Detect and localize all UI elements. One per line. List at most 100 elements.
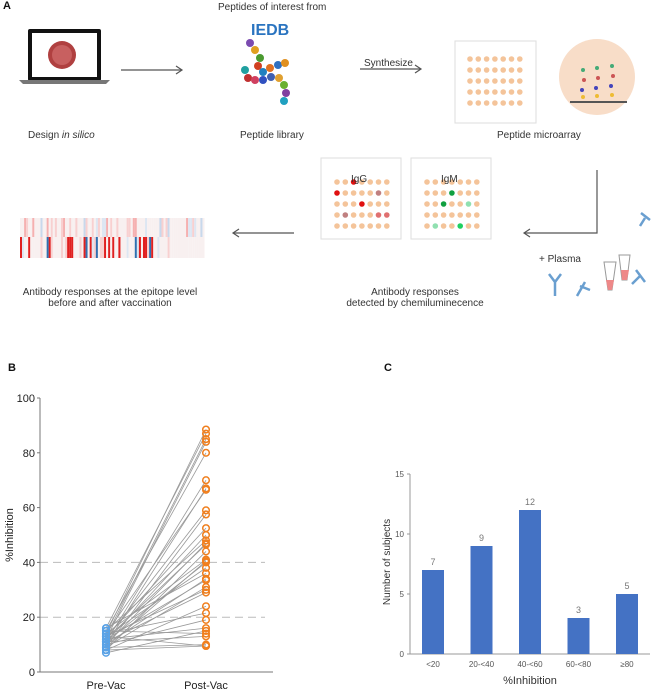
heatmap-cell — [173, 218, 176, 237]
pair-line — [105, 438, 207, 637]
heatmap-cell — [165, 237, 168, 258]
igm-spot — [465, 190, 472, 196]
array-spot — [475, 100, 482, 106]
pair-line — [105, 510, 207, 640]
detected-line2: detected by chemiluminecence — [346, 298, 484, 309]
array-spot — [475, 89, 482, 95]
pair-line — [105, 573, 207, 629]
heatmap-cell — [149, 218, 152, 237]
y-tick-label: 10 — [395, 530, 404, 539]
data-label: 7 — [430, 557, 435, 567]
igg-spot — [350, 201, 357, 207]
igg-spot — [367, 223, 374, 229]
igm-spot — [424, 201, 430, 207]
igg-spot — [359, 201, 365, 207]
heatmap-cell — [52, 218, 55, 237]
data-label: 12 — [525, 497, 535, 507]
microarray-spots — [467, 56, 523, 106]
heatmap-cell — [69, 218, 72, 237]
igm-spot — [440, 212, 447, 218]
pair-line — [105, 644, 207, 648]
heatmap-cell — [126, 218, 129, 237]
pair-line — [105, 635, 207, 643]
igm-spot — [424, 179, 430, 185]
x-tick-label: 60-<80 — [566, 660, 592, 669]
heatmap-cell — [54, 218, 57, 237]
igg-spot — [384, 201, 390, 207]
heatmap-cell — [118, 237, 121, 258]
heatmap-cell — [56, 218, 59, 237]
pre-vac-point — [101, 643, 111, 652]
array-spot — [492, 100, 498, 106]
heatmap-cell — [153, 218, 156, 237]
post-vac-point — [201, 558, 211, 567]
panel-label-c: C — [384, 362, 392, 374]
igm-spot — [432, 223, 439, 229]
detected-line1: Antibody responses — [371, 287, 459, 298]
heatmap-cell — [46, 237, 49, 258]
igg-label: IgG — [351, 174, 368, 185]
igm-spot — [457, 190, 464, 196]
igm-spot — [474, 212, 480, 218]
igm-spot — [449, 223, 455, 229]
laptop-icon — [19, 29, 110, 84]
arrow-right-icon — [360, 64, 423, 74]
array-spot — [517, 78, 523, 84]
heatmap-cell — [165, 218, 168, 237]
array-spot — [475, 67, 482, 73]
heatmap-cell — [77, 237, 80, 258]
array-spot — [517, 56, 523, 62]
post-vac-point — [201, 530, 211, 540]
heatmap-cell — [50, 218, 53, 237]
heatmap-cell — [159, 218, 162, 237]
pair-line — [105, 645, 207, 651]
igg-spot — [384, 212, 390, 218]
heatmap-cell — [128, 237, 131, 258]
array-spot — [475, 78, 482, 84]
igm-spot — [457, 223, 464, 229]
x-tick-label: 40-<60 — [517, 660, 543, 669]
array-spot — [508, 78, 515, 84]
igg-spot — [334, 190, 340, 196]
pair-line — [105, 605, 207, 651]
y-axis-label: %Inhibition — [4, 508, 16, 562]
heatmap-cell — [52, 237, 55, 258]
heatmap-cell — [177, 237, 180, 258]
igm-spot — [449, 179, 455, 185]
igm-spot — [465, 212, 472, 218]
iedb-logo: IEDB — [251, 22, 290, 39]
heatmap-cell — [116, 218, 119, 237]
igg-spot — [384, 179, 390, 185]
heatmap-cell — [48, 218, 51, 237]
heatmap-cell — [48, 237, 51, 258]
bar — [567, 618, 590, 654]
heatmap-cell — [171, 218, 174, 237]
igm-spot — [424, 212, 430, 218]
heatmap-cell — [200, 237, 203, 258]
heatmap-cell — [93, 237, 96, 258]
post-vac-point — [201, 435, 211, 444]
heatmap-cell — [167, 237, 170, 258]
y-tick-label: 20 — [23, 612, 35, 624]
heatmap-cell — [181, 218, 185, 237]
heatmap-cell — [192, 218, 195, 237]
igm-spot — [474, 179, 480, 185]
array-spot — [517, 89, 523, 95]
pre-vac-point — [101, 635, 111, 644]
plasma-label: + Plasma — [539, 254, 581, 265]
heatmap-cell — [118, 218, 121, 237]
heatmap-cell — [163, 237, 166, 258]
heatmap-cell — [46, 218, 49, 237]
heatmap-cell — [116, 237, 119, 258]
heatmap-cell — [83, 218, 86, 237]
heatmap-cell — [36, 218, 39, 237]
post-vac-point — [201, 583, 211, 592]
heatmap-cell — [175, 218, 178, 237]
pair-line — [105, 544, 207, 640]
heatmap-cell — [136, 237, 139, 258]
y-tick-label: 0 — [400, 650, 405, 659]
heatmap-cell — [194, 218, 197, 237]
heatmap-cell — [169, 237, 172, 258]
array-spot — [508, 56, 515, 62]
pair-line — [105, 559, 207, 634]
